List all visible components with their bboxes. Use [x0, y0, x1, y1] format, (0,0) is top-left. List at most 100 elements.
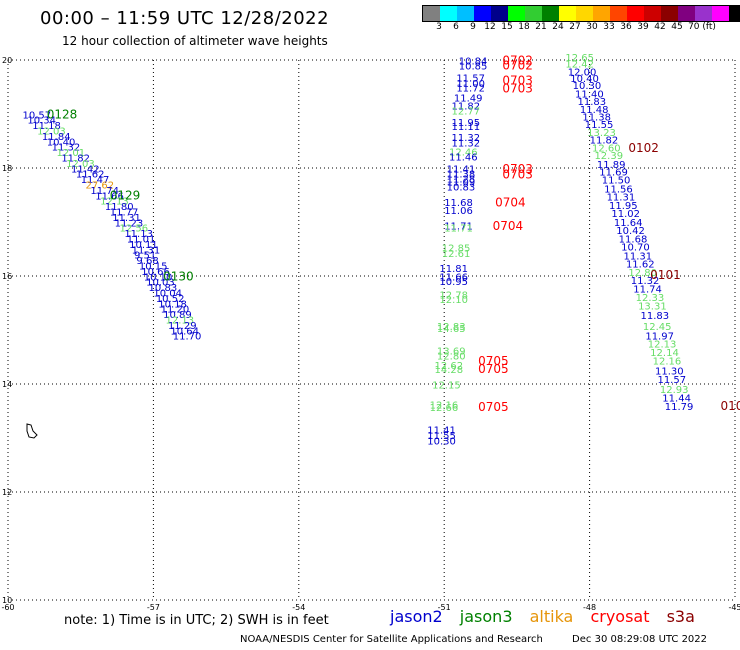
swh-value-label: 11.09 [447, 177, 476, 188]
swh-value-label: 11.89 [597, 160, 626, 171]
swh-value-label: 10.83 [149, 283, 178, 294]
swh-value-label: 11.57 [657, 375, 686, 386]
tick-label-lat: 10 [2, 596, 12, 605]
swh-value-label: 11.13 [124, 229, 153, 240]
scale-label: 21 [535, 22, 547, 32]
swh-value-label: 11.71 [444, 224, 473, 235]
swh-value-label: 10.30 [573, 81, 602, 92]
swh-value-label: 10.95 [439, 277, 468, 288]
swh-value-label: 11.55 [427, 431, 456, 442]
scale-swatch [661, 6, 678, 21]
swh-value-label: 11.82 [451, 102, 480, 113]
swh-value-label: 12.14 [650, 348, 679, 359]
swh-value-label: 11.32 [451, 138, 480, 149]
pass-time-label: 0704 [495, 195, 526, 209]
swh-value-label: 10.40 [570, 74, 599, 85]
scale-label: 6 [453, 22, 459, 32]
swh-value-label: 11.83 [640, 311, 669, 322]
credit-timestamp: Dec 30 08:29:08 UTC 2022 [572, 634, 708, 645]
scale-label: 45 [671, 22, 683, 32]
swh-value-label: 12.56 [119, 224, 148, 235]
swh-value-label: 12.42 [565, 60, 594, 71]
scale-swatch [610, 6, 627, 21]
swh-value-label: 13.31 [638, 301, 667, 312]
footer-credit: NOAA/NESDIS Center for Satellite Applica… [240, 634, 733, 645]
page-subtitle: 12 hour collection of altimeter wave hei… [62, 34, 328, 48]
swh-value-label: 11.02 [611, 209, 640, 220]
swh-value-label: 12.83 [437, 322, 466, 333]
swh-value-label: 11.82 [61, 154, 90, 165]
swh-value-label: 12.03 [66, 159, 95, 170]
swh-value-label: 11.20 [161, 305, 190, 316]
swh-value-label: 10.85 [459, 62, 488, 73]
swh-value-label: 11.11 [451, 122, 480, 133]
pass-time-label: 0704 [493, 219, 524, 233]
swh-value-label: 10.84 [459, 56, 488, 67]
swh-value-label: 10.10 [144, 272, 173, 283]
pass-time-label: 0702 [502, 53, 533, 67]
scale-swatch [491, 6, 508, 21]
pass-time-label: 0703 [502, 81, 533, 95]
scale-label: 39 [637, 22, 649, 32]
scale-swatch [423, 6, 440, 21]
swh-value-label: 10.18 [158, 299, 187, 310]
scale-label: 42 [654, 22, 666, 32]
swh-value-label: 11.68 [444, 198, 473, 209]
swh-value-label: 10.34 [27, 116, 56, 127]
swh-value-label: 12.66 [430, 403, 459, 414]
tick-label-lon: -54 [292, 603, 305, 612]
swh-value-label: 10.64 [170, 326, 199, 337]
swh-value-label: 27.62 [86, 181, 115, 192]
page-title: 00:00 – 11:59 UTC 12/28/2022 [40, 8, 330, 29]
swh-value-label: 10.04 [153, 289, 182, 300]
scale-swatch [508, 6, 525, 21]
swh-value-label: 11.81 [439, 264, 468, 275]
swh-value-label: 10.15 [139, 262, 168, 273]
swh-value-label: 11.31 [624, 251, 653, 262]
swh-value-label: 11.66 [439, 272, 468, 283]
swh-value-label: 12.78 [439, 291, 468, 302]
legend-jason3: jason3 [459, 607, 513, 626]
swh-value-label: 12.13 [100, 197, 129, 208]
scale-label: 15 [501, 22, 513, 32]
swh-value-label: 12.61 [442, 249, 471, 260]
swh-value-label: 12.45 [643, 322, 672, 333]
swh-value-label: 11.00 [456, 79, 485, 90]
legend-s3a: s3a [666, 607, 695, 626]
tick-label-lat: 14 [2, 380, 12, 389]
tick-label-lat: 12 [2, 488, 12, 497]
credit-organization: NOAA/NESDIS Center for Satellite Applica… [240, 634, 543, 645]
scale-label: 70 (ft) [688, 22, 716, 32]
tick-label-lat: 18 [2, 164, 12, 173]
swh-value-label: 13.23 [587, 128, 616, 139]
swh-value-label: 11.31 [132, 245, 161, 256]
swh-value-label: 11.84 [42, 132, 71, 143]
swh-value-label: 11.72 [456, 83, 485, 94]
swh-value-label: 11.56 [604, 184, 633, 195]
scale-swatch [559, 6, 576, 21]
swh-value-label: 11.28 [447, 175, 476, 186]
swh-value-label: 11.80 [105, 202, 134, 213]
swh-value-label: 12.33 [636, 293, 665, 304]
swh-value-label: 10.42 [616, 226, 645, 237]
swh-value-label: 11.83 [577, 97, 606, 108]
legend-altika: altika [529, 607, 574, 626]
scale-label: 9 [470, 22, 476, 32]
scale-label: 36 [620, 22, 632, 32]
pass-time-label: 0705 [478, 354, 509, 368]
swh-value-label: 14.28 [435, 365, 464, 376]
swh-value-label: 12.16 [653, 357, 682, 368]
swh-value-label: 11.29 [168, 321, 197, 332]
tick-label-lon: -60 [1, 603, 14, 612]
swh-value-label: 12.80 [437, 352, 466, 363]
scale-swatch [729, 6, 740, 21]
swh-value-label: 11.30 [655, 366, 684, 377]
pass-time-label: 0705 [478, 400, 509, 414]
swh-value-label: 12.16 [430, 400, 459, 411]
swh-value-label: 12.85 [442, 244, 471, 255]
scale-label: 18 [518, 22, 530, 32]
swh-value-label: 11.55 [585, 120, 614, 131]
swh-value-label: 12.00 [568, 68, 597, 79]
swh-value-label: 10.57 [23, 110, 52, 121]
